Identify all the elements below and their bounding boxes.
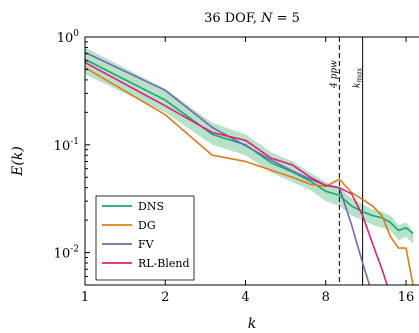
y-tick-label: 100: [57, 29, 80, 46]
x-axis-label: k: [248, 316, 256, 332]
kmax-label: kmax: [353, 68, 364, 88]
y-tick-label: 10-1: [54, 137, 79, 154]
x-tick-label: 4: [241, 290, 249, 305]
plot-area: 4 ppw kmax 1 2 4 8 16 10-2 10-1 100: [54, 29, 419, 305]
series-line-dg: [85, 66, 414, 285]
legend-label: FV: [138, 238, 155, 251]
dns-band: [85, 47, 414, 245]
y-tick-label: 10-2: [54, 245, 79, 262]
y-axis-label: E(k): [10, 146, 26, 177]
chart-title: 36 DOF, N = 5: [204, 11, 300, 26]
x-tick-label: 1: [81, 290, 89, 305]
ppw-label: 4 ppw: [329, 60, 339, 89]
legend: DNS DG FV RL-Blend: [95, 195, 195, 281]
legend-label: DG: [138, 219, 156, 232]
legend-label: DNS: [138, 200, 164, 213]
legend-label: RL-Blend: [138, 257, 190, 270]
x-tick-label: 2: [161, 290, 169, 305]
legend-box: [95, 195, 195, 281]
series-line-rl-blend: [85, 61, 388, 285]
x-tick-label: 16: [398, 290, 415, 305]
series-line-dns: [85, 58, 414, 235]
x-tick-label: 8: [322, 290, 330, 305]
